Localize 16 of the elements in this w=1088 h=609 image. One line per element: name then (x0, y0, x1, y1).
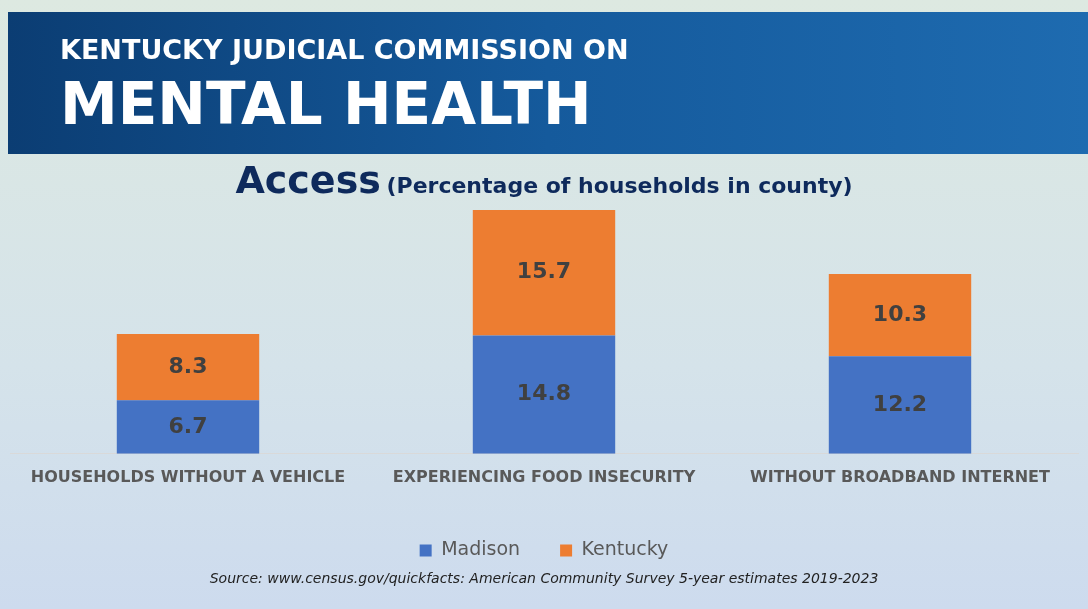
source-note: Source: www.census.gov/quickfacts: American Community Survey 5-year estimates 2019-2023 (208, 570, 880, 586)
data-label: 10.3 (872, 300, 928, 326)
data-label: 6.7 (168, 412, 208, 438)
chart-title: Access (235, 158, 381, 202)
data-label: 8.3 (168, 352, 208, 378)
legend-label: Kentucky (581, 537, 669, 560)
text: KENTUCKY JUDICIAL COMMISSION ON (60, 34, 629, 65)
data-label: 15.7 (516, 258, 572, 284)
x-tick-label: WITHOUT BROADBAND INTERNET (750, 466, 1051, 486)
legend-label: Madison (441, 537, 521, 560)
chart-subtitle: (Percentage of households in county) (386, 173, 853, 198)
data-label: 14.8 (516, 380, 572, 406)
x-tick-label: EXPERIENCING FOOD INSECURITY (392, 466, 696, 486)
data-label: 12.2 (872, 390, 928, 416)
text: MENTAL HEALTH (60, 70, 592, 138)
x-tick-label: HOUSEHOLDS WITHOUT A VEHICLE (30, 466, 346, 486)
